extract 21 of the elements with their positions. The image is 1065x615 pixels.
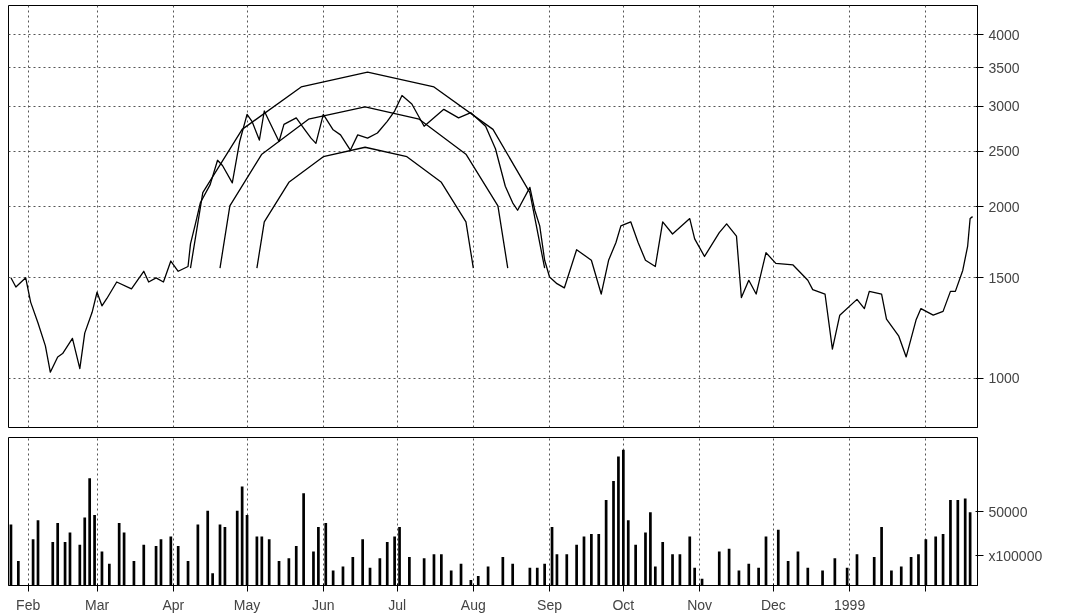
y-tick-label: 2000	[988, 198, 1020, 215]
x-tick-label: Apr	[162, 596, 185, 613]
x-tick-label: Aug	[460, 596, 486, 613]
x-tick-label: 1999	[834, 596, 866, 613]
y-tick-label: 3000	[988, 98, 1020, 114]
x-tick-label: Sep	[537, 596, 563, 613]
x-tick-label: Jun	[312, 596, 335, 613]
y-tick-label: 3500	[988, 59, 1020, 76]
x-tick-label: Nov	[687, 596, 713, 613]
x-tick-label: Feb	[16, 596, 41, 613]
y-tick-label: 2500	[988, 143, 1020, 160]
x-tick-label: Mar	[84, 596, 110, 613]
x-tick-label: Dec	[760, 596, 786, 613]
x-tick-label: Jul	[388, 596, 407, 613]
text: 50000	[988, 503, 1028, 520]
text: x100000	[988, 547, 1043, 564]
y-tick-label: 1000	[988, 370, 1020, 387]
x-tick-label: Oct	[612, 596, 635, 613]
x-tick-label: May	[233, 596, 261, 613]
y-tick-label: 4000	[988, 26, 1020, 43]
y-tick-label: 1500	[988, 269, 1020, 286]
